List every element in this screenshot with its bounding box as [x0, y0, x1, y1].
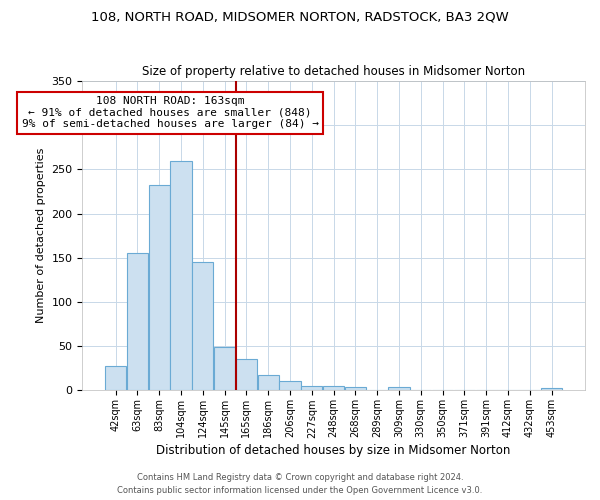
Bar: [257, 374, 279, 390]
X-axis label: Distribution of detached houses by size in Midsomer Norton: Distribution of detached houses by size …: [157, 444, 511, 458]
Bar: [345, 387, 366, 390]
Text: Contains HM Land Registry data © Crown copyright and database right 2024.
Contai: Contains HM Land Registry data © Crown c…: [118, 474, 482, 495]
Bar: [541, 388, 562, 390]
Bar: [170, 162, 191, 390]
Bar: [323, 386, 344, 390]
Text: 108, NORTH ROAD, MIDSOMER NORTON, RADSTOCK, BA3 2QW: 108, NORTH ROAD, MIDSOMER NORTON, RADSTO…: [91, 10, 509, 23]
Bar: [105, 366, 126, 390]
Y-axis label: Number of detached properties: Number of detached properties: [36, 148, 46, 324]
Bar: [388, 387, 410, 390]
Bar: [214, 347, 235, 391]
Bar: [192, 262, 214, 390]
Bar: [236, 360, 257, 390]
Bar: [149, 186, 170, 390]
Bar: [127, 254, 148, 390]
Title: Size of property relative to detached houses in Midsomer Norton: Size of property relative to detached ho…: [142, 66, 525, 78]
Text: 108 NORTH ROAD: 163sqm
← 91% of detached houses are smaller (848)
9% of semi-det: 108 NORTH ROAD: 163sqm ← 91% of detached…: [22, 96, 319, 130]
Bar: [280, 380, 301, 390]
Bar: [301, 386, 322, 390]
